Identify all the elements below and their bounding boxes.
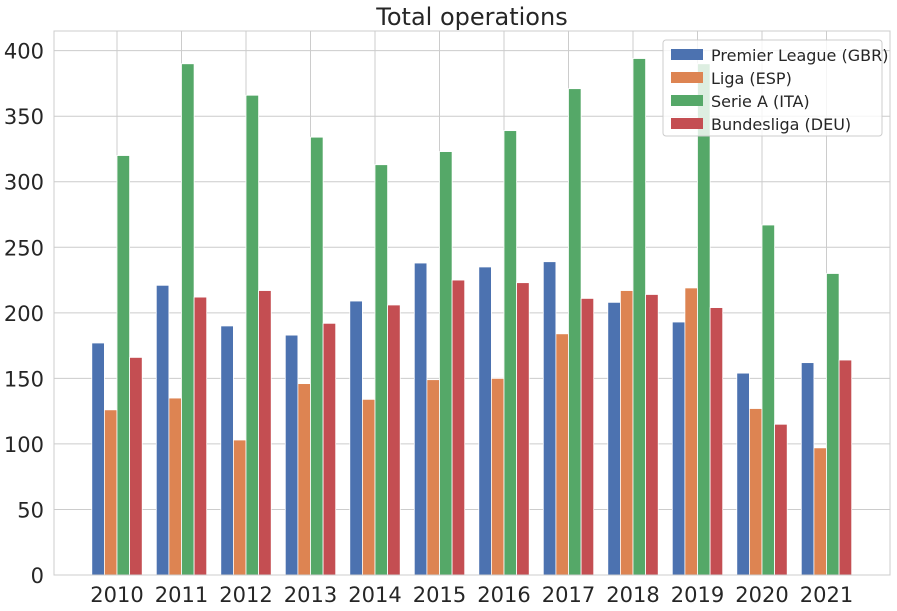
y-tick-label: 50 [17,498,44,522]
bar [516,282,530,576]
bar [632,58,647,576]
bar [181,63,195,576]
legend-label: Serie A (ITA) [711,92,810,111]
bar [620,290,634,576]
chart-title: Total operations [375,3,567,31]
x-tick-label: 2013 [284,583,337,607]
bar [761,224,776,576]
bar [503,130,518,576]
y-tick-label: 150 [4,367,44,391]
legend-swatch [671,95,703,106]
bar [451,279,466,576]
bar [838,359,853,576]
legend: Premier League (GBR) Liga (ESP) Serie A (I… [662,39,888,137]
y-tick-label: 300 [4,171,44,195]
bar [232,439,247,576]
bar [568,88,582,576]
bar [607,301,621,576]
bar [478,266,492,576]
bar [580,298,595,576]
legend-swatch [671,49,703,60]
x-tick-label: 2012 [219,583,272,607]
bar [245,94,260,576]
bar [349,300,363,576]
bar [374,164,389,576]
bar [155,284,170,576]
legend-swatch [671,118,703,129]
x-tick-label: 2017 [542,583,595,607]
bar [310,136,324,576]
bar [736,372,750,576]
x-tick-label: 2011 [155,583,208,607]
x-tick-labels: 2010 2011 2012 2013 2014 2015 2016 2017 2018 2019… [90,583,853,607]
bar [439,151,453,576]
legend-entries: Premier League (GBR) Liga (ESP) Serie A (I… [671,46,888,134]
bar [322,322,337,576]
bar [645,294,659,576]
bar [193,296,208,576]
x-tick-label: 2020 [735,583,788,607]
y-tick-label: 0 [31,564,44,588]
bar [387,304,401,576]
x-tick-label: 2014 [348,583,401,607]
plot-frame [53,30,891,576]
bar [116,155,131,576]
bar [800,362,815,576]
y-tick-label: 350 [4,105,44,129]
y-tick-label: 400 [4,40,44,64]
bar [490,377,505,576]
bar [426,379,440,576]
y-tick-label: 200 [4,302,44,326]
y-tick-labels: 0 50 100 150 200 250 300 350 400 [4,40,44,588]
bar [104,409,118,576]
bar [774,423,788,576]
y-tick-label: 100 [4,433,44,457]
bar [671,321,686,576]
x-tick-label: 2021 [800,583,853,607]
legend-label: Bundesliga (DEU) [711,115,851,134]
bar [297,383,311,576]
bar [129,356,143,576]
bar [709,307,724,576]
y-tick-label: 250 [4,236,44,260]
bar [697,63,711,576]
bar [826,273,840,576]
bar [220,325,234,576]
x-tick-label: 2019 [671,583,724,607]
x-tick-label: 2010 [90,583,143,607]
bar [168,397,182,576]
legend-label: Liga (ESP) [711,69,792,88]
bar [542,261,557,576]
legend-box [662,39,883,137]
bar [813,447,827,576]
bar [684,287,698,576]
x-tick-label: 2018 [606,583,659,607]
legend-label: Premier League (GBR) [711,46,888,65]
x-tick-label: 2016 [477,583,530,607]
legend-swatch [671,72,703,83]
bar [361,398,376,576]
bar [413,262,428,576]
x-tick-label: 2015 [413,583,466,607]
bar [555,333,569,576]
bar [258,290,272,576]
bar [91,342,105,576]
bar [749,408,763,576]
bar [284,334,299,576]
